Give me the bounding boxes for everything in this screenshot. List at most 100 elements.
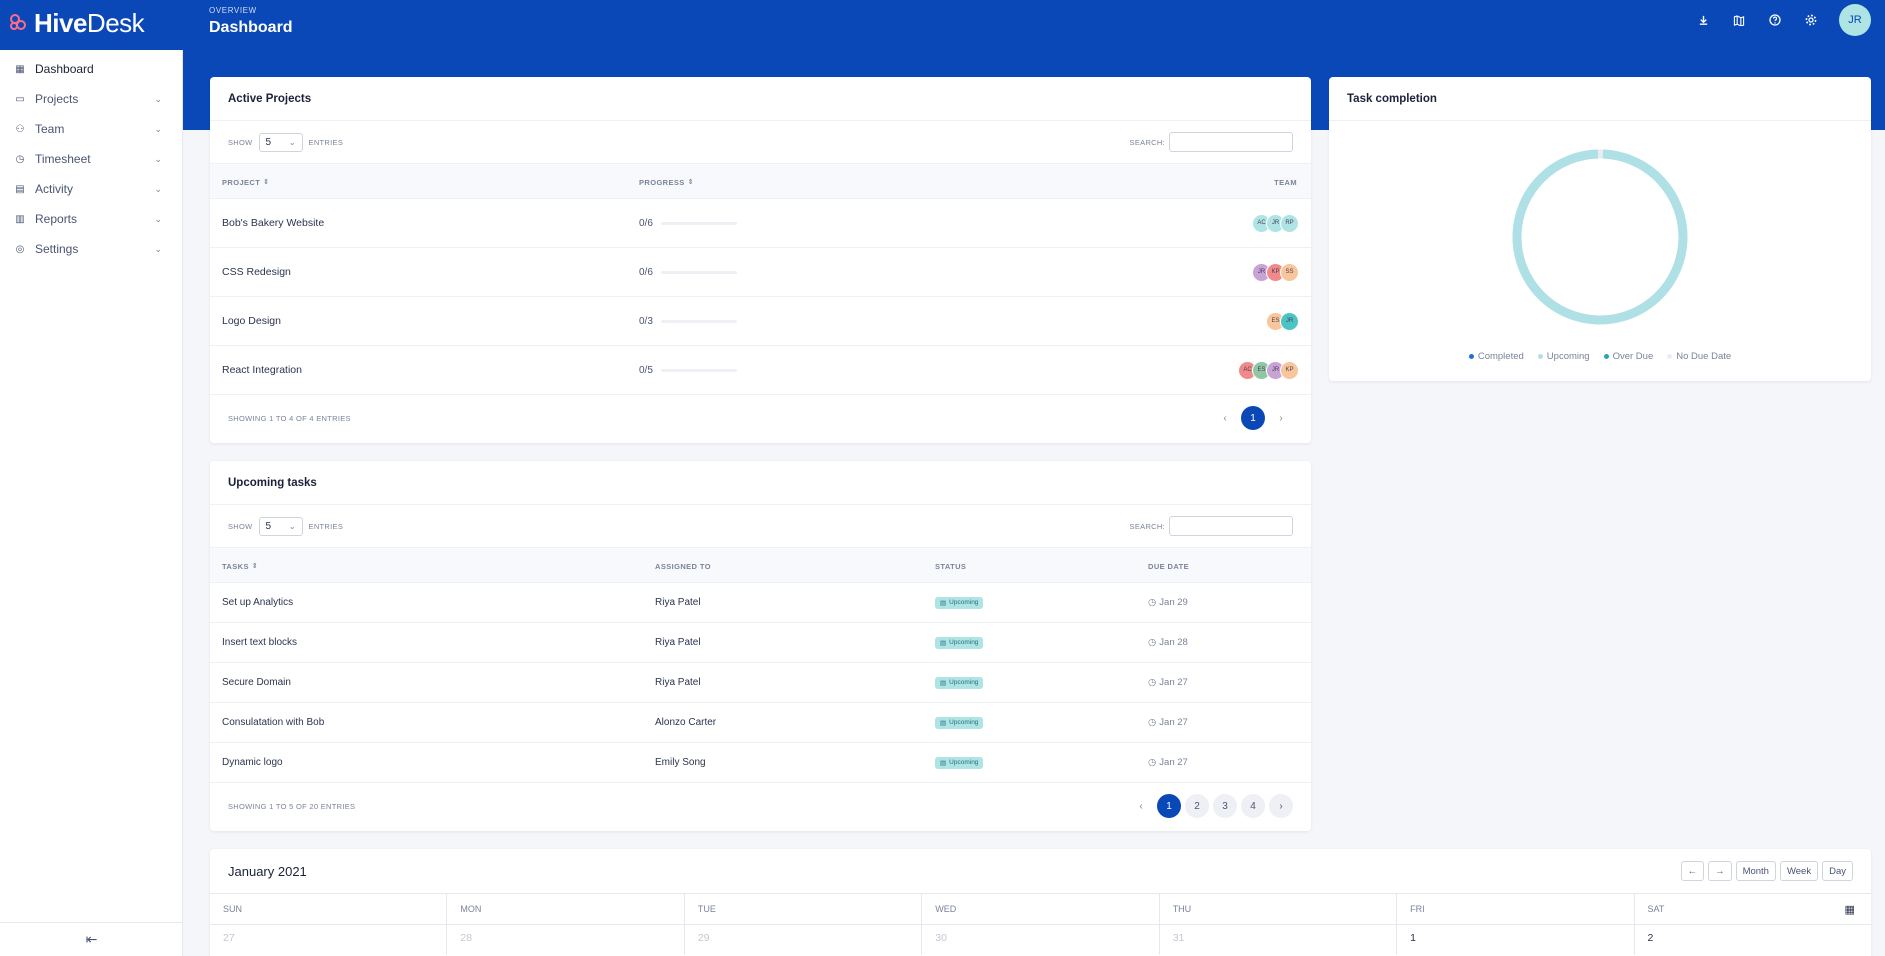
brand-logo[interactable]: HiveDesk xyxy=(10,8,145,39)
task-name[interactable]: Insert text blocks xyxy=(222,637,298,648)
legend-item[interactable]: Upcoming xyxy=(1537,351,1590,362)
show-label: SHOW xyxy=(228,137,253,147)
sidebar-item-reports[interactable]: ▥ Reports ⌄ xyxy=(0,204,182,234)
column-status: STATUS xyxy=(935,561,967,571)
task-assignee: Riya Patel xyxy=(655,677,701,688)
task-name[interactable]: Secure Domain xyxy=(222,677,291,688)
table-row[interactable]: React Integration 0/5 AC ES JR KP xyxy=(210,346,1311,395)
task-name[interactable]: Set up Analytics xyxy=(222,597,294,608)
calendar-date-cell[interactable]: 27 xyxy=(210,925,448,955)
sort-icon: ⇕ xyxy=(263,179,270,186)
table-row[interactable]: CSS Redesign 0/6 JR KP SS xyxy=(210,248,1311,297)
project-name[interactable]: CSS Redesign xyxy=(222,266,291,278)
table-row[interactable]: Dynamic logo Emily Song ▤ Upcoming ◷ Jan 2… xyxy=(210,743,1311,783)
team-icon: ⚇ xyxy=(15,123,25,135)
calendar-date-cell[interactable]: 28 xyxy=(447,925,685,955)
page-button[interactable]: 1 xyxy=(1241,406,1265,430)
gear-icon[interactable] xyxy=(1793,0,1829,40)
column-tasks[interactable]: TASKS ⇕ xyxy=(222,561,259,571)
folder-icon: ▭ xyxy=(15,93,25,105)
table-row[interactable]: Secure Domain Riya Patel ▤ Upcoming ◷ Jan … xyxy=(210,663,1311,703)
calendar-date-cell[interactable]: 29 xyxy=(685,925,923,955)
project-name[interactable]: React Integration xyxy=(222,364,302,376)
settings-icon: ◎ xyxy=(15,243,25,255)
entries-select[interactable]: 5 ⌄ xyxy=(258,516,303,536)
sidebar-item-activity[interactable]: ▤ Activity ⌄ xyxy=(0,174,182,204)
sidebar-item-projects[interactable]: ▭ Projects ⌄ xyxy=(0,84,182,114)
next-page-button[interactable]: › xyxy=(1279,412,1283,424)
calendar-date-cell[interactable]: 2 xyxy=(1647,932,1654,944)
table-row[interactable]: Insert text blocks Riya Patel ▤ Upcoming … xyxy=(210,623,1311,663)
sort-icon: ⇕ xyxy=(687,179,694,186)
task-completion-donut xyxy=(1512,149,1688,325)
donut-slice-upcoming[interactable] xyxy=(1512,149,1688,325)
legend-dot xyxy=(1537,354,1543,359)
team-member-avatar[interactable]: KP xyxy=(1280,360,1299,380)
weekday-header: SAT ▦ xyxy=(1647,903,1855,916)
sidebar-item-timesheet[interactable]: ◷ Timesheet ⌄ xyxy=(0,144,182,174)
page-button[interactable]: 1 xyxy=(1157,794,1181,818)
calendar-date-cell[interactable]: 1 xyxy=(1397,925,1635,955)
search-input[interactable] xyxy=(1169,516,1293,536)
column-progress[interactable]: PROGRESS ⇕ xyxy=(639,177,694,187)
clock-icon: ◷ xyxy=(1148,637,1157,648)
entries-value: 5 xyxy=(265,136,272,148)
task-name[interactable]: Dynamic logo xyxy=(222,757,283,768)
download-icon[interactable] xyxy=(1685,0,1721,40)
legend-item[interactable]: No Due Date xyxy=(1667,351,1731,362)
calendar-title: January 2021 xyxy=(228,863,307,879)
calendar-week-button[interactable]: Week xyxy=(1779,861,1819,881)
table-row[interactable]: Bob's Bakery Website 0/6 AC JR RP xyxy=(210,199,1311,248)
legend-item[interactable]: Over Due xyxy=(1603,351,1653,362)
map-icon[interactable] xyxy=(1721,0,1757,40)
help-icon[interactable] xyxy=(1757,0,1793,40)
task-status: ▤ Upcoming xyxy=(935,623,984,662)
table-row[interactable]: Logo Design 0/3 ES JR xyxy=(210,297,1311,346)
page-button[interactable]: 3 xyxy=(1213,794,1237,818)
page-button[interactable]: 4 xyxy=(1241,794,1265,818)
chevron-down-icon: ⌄ xyxy=(154,213,162,224)
chevron-down-icon: ⌄ xyxy=(154,183,162,194)
task-completion-title: Task completion xyxy=(1329,77,1871,121)
chevron-down-icon: ⌄ xyxy=(154,153,162,164)
previous-page-button[interactable]: ‹ xyxy=(1223,412,1227,424)
project-name[interactable]: Logo Design xyxy=(222,315,281,327)
calendar-month-button[interactable]: Month xyxy=(1735,861,1776,881)
previous-page-button[interactable]: ‹ xyxy=(1139,800,1143,812)
pagination: ‹ 1 2 3 4 › xyxy=(1129,794,1293,818)
user-avatar[interactable]: JR xyxy=(1839,4,1871,36)
team-member-avatar[interactable]: SS xyxy=(1280,262,1299,282)
page-button[interactable]: 2 xyxy=(1185,794,1209,818)
table-row[interactable]: Set up Analytics Riya Patel ▤ Upcoming ◷ J… xyxy=(210,583,1311,623)
calendar-prev-button[interactable]: ← xyxy=(1680,861,1705,881)
upcoming-tasks-footer: SHOWING 1 TO 5 OF 20 ENTRIES ‹ 1 2 3 4 › xyxy=(210,783,1311,829)
collapse-sidebar-button[interactable]: ⇤ xyxy=(0,922,183,956)
legend-dot xyxy=(1667,354,1673,359)
team-member-avatar[interactable]: JR xyxy=(1280,311,1299,331)
legend-item[interactable]: Completed xyxy=(1468,351,1524,362)
sidebar-item-team[interactable]: ⚇ Team ⌄ xyxy=(0,114,182,144)
next-page-button[interactable]: › xyxy=(1269,794,1293,818)
calendar-day-button[interactable]: Day xyxy=(1822,861,1853,881)
sidebar-item-dashboard[interactable]: ▦ Dashboard xyxy=(0,54,182,84)
chart-legend: Completed Upcoming Over Due No Due Date xyxy=(1329,351,1871,362)
project-name[interactable]: Bob's Bakery Website xyxy=(222,217,325,229)
team-avatars: ES JR xyxy=(1266,297,1299,345)
calendar-next-button[interactable]: → xyxy=(1708,861,1732,881)
calendar-date-cell[interactable]: 30 xyxy=(922,925,1160,955)
page-eyebrow: OVERVIEW xyxy=(209,6,257,15)
team-member-avatar[interactable]: RP xyxy=(1280,213,1299,233)
clock-icon: ◷ xyxy=(1148,677,1157,688)
calendar-date-cell[interactable]: 31 xyxy=(1160,925,1398,955)
entries-select[interactable]: 5 ⌄ xyxy=(258,132,303,152)
calendar-icon[interactable]: ▦ xyxy=(1844,903,1855,916)
column-project[interactable]: PROJECT ⇕ xyxy=(222,177,270,187)
progress-bar xyxy=(660,319,737,323)
weekday-header: THU xyxy=(1160,894,1398,924)
task-assignee: Emily Song xyxy=(655,757,706,768)
task-name[interactable]: Consulatation with Bob xyxy=(222,717,325,728)
clock-icon: ◷ xyxy=(1148,757,1157,768)
search-input[interactable] xyxy=(1169,132,1293,152)
sidebar-item-settings[interactable]: ◎ Settings ⌄ xyxy=(0,234,182,264)
table-row[interactable]: Consulatation with Bob Alonzo Carter ▤ Up… xyxy=(210,703,1311,743)
